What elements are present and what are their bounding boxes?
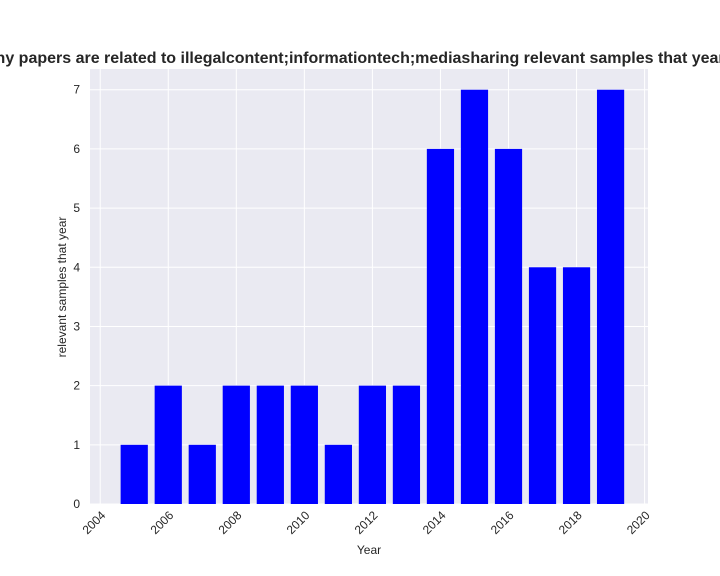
- bar-2011: [324, 444, 352, 504]
- bar-2015: [460, 89, 489, 504]
- y-tick-label: 6: [73, 142, 80, 156]
- x-tick-label: 2012: [352, 508, 381, 537]
- y-tick-label: 5: [73, 201, 80, 215]
- x-tick-label: 2008: [216, 508, 245, 537]
- x-tick-label: 2010: [284, 508, 313, 537]
- x-tick-labels: 2004 2006 2008 2010 2012 2014 2016 2018 2020: [80, 508, 653, 537]
- bar-2018: [562, 267, 591, 504]
- x-tick-label: 2006: [148, 508, 177, 537]
- bar-2016: [494, 148, 523, 505]
- bar-2017: [528, 267, 557, 504]
- bar-2006: [154, 385, 182, 504]
- x-axis-label: Year: [357, 543, 381, 557]
- x-tick-label: 2004: [80, 508, 109, 537]
- chart-title: How many papers are related to illegalco…: [0, 50, 720, 67]
- y-tick-label: 3: [73, 319, 80, 333]
- bar-2008: [222, 385, 250, 504]
- bars: [120, 89, 625, 505]
- y-tick-labels: 0 1 2 3 4 5 6 7: [73, 83, 80, 511]
- y-tick-label: 2: [73, 379, 80, 393]
- y-axis-label: relevant samples that year: [55, 217, 69, 358]
- x-tick-label: 2018: [556, 508, 585, 537]
- bar-2014: [426, 148, 455, 505]
- bar-2010: [290, 385, 318, 504]
- y-tick-label: 7: [73, 83, 80, 97]
- bar-2012: [358, 385, 387, 504]
- y-tick-label: 1: [73, 438, 80, 452]
- x-tick-label: 2020: [624, 508, 653, 537]
- bar-2007: [188, 444, 216, 504]
- x-tick-label: 2016: [488, 508, 517, 537]
- y-tick-label: 0: [73, 497, 80, 511]
- bar-2005: [120, 444, 148, 504]
- bar-2019: [596, 89, 625, 504]
- bar-2009: [256, 385, 284, 504]
- bar-2013: [392, 385, 421, 504]
- x-tick-label: 2014: [420, 508, 449, 537]
- y-tick-label: 4: [73, 260, 80, 274]
